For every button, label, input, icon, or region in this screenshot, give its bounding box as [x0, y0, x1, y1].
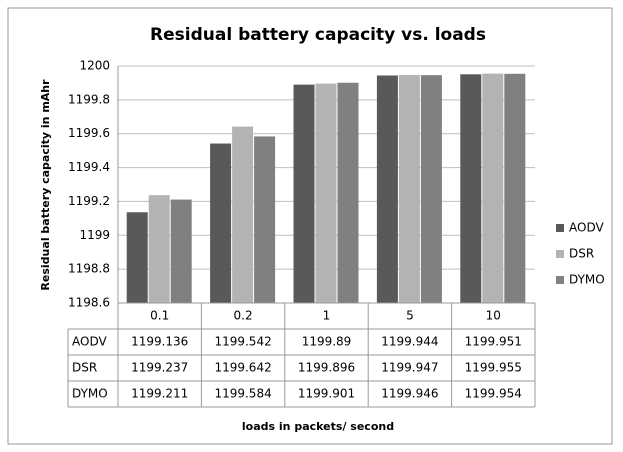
bar	[460, 74, 482, 303]
table-cell: 1199.954	[465, 387, 522, 401]
bar	[210, 143, 232, 303]
bar	[398, 74, 420, 304]
bar	[126, 212, 148, 303]
x-tick-label: 10	[486, 309, 501, 323]
y-tick-label: 1199.6	[68, 126, 110, 140]
table-cell: 1199.136	[131, 335, 188, 349]
legend-label: AODV	[569, 221, 604, 235]
bar	[254, 136, 276, 303]
y-axis-title: Residual battery capacity in mAhr	[39, 79, 52, 291]
bar	[482, 73, 504, 303]
table-cell: 1199.901	[298, 387, 355, 401]
table-cell: 1199.642	[214, 361, 271, 375]
bar	[376, 75, 398, 303]
table-cell: 1199.584	[214, 387, 271, 401]
x-tick-label: 0.2	[234, 309, 253, 323]
table-cell: 1199.237	[131, 361, 188, 375]
bar	[293, 84, 315, 303]
bar	[420, 75, 442, 304]
x-tick-label: 1	[323, 309, 331, 323]
y-tick-label: 1198.8	[68, 262, 110, 276]
legend-label: DYMO	[569, 273, 605, 287]
legend-swatch	[556, 276, 564, 284]
table-cell: 1199.947	[381, 361, 438, 375]
table-cell: 1199.89	[302, 335, 352, 349]
y-tick-label: 1199.2	[68, 194, 110, 208]
y-tick-label: 1199	[79, 228, 110, 242]
table-row-header: DYMO	[72, 387, 108, 401]
bar	[315, 83, 337, 303]
x-axis-title: loads in packets/ second	[242, 420, 394, 433]
bar	[504, 73, 526, 303]
bar	[337, 82, 359, 304]
legend-label: DSR	[569, 247, 594, 261]
table-cell: 1199.955	[465, 361, 522, 375]
table-cell: 1199.951	[465, 335, 522, 349]
y-tick-label: 1200	[79, 59, 110, 73]
table-row-header: AODV	[72, 335, 107, 349]
table-cell: 1199.944	[381, 335, 438, 349]
chart-title: Residual battery capacity vs. loads	[150, 25, 486, 45]
table-cell: 1199.211	[131, 387, 188, 401]
legend-swatch	[556, 224, 564, 232]
y-tick-label: 1199.8	[68, 92, 110, 106]
bar	[232, 126, 254, 304]
x-tick-label: 5	[406, 309, 414, 323]
y-tick-label: 1199.4	[68, 160, 110, 174]
bar	[148, 195, 170, 303]
table-cell: 1199.896	[298, 361, 355, 375]
table-row-header: DSR	[72, 361, 97, 375]
x-tick-label: 0.1	[150, 309, 169, 323]
table-cell: 1199.946	[381, 387, 438, 401]
y-tick-label: 1198.6	[68, 296, 110, 310]
bar	[170, 199, 192, 303]
legend-swatch	[556, 250, 564, 258]
table-cell: 1199.542	[214, 335, 271, 349]
